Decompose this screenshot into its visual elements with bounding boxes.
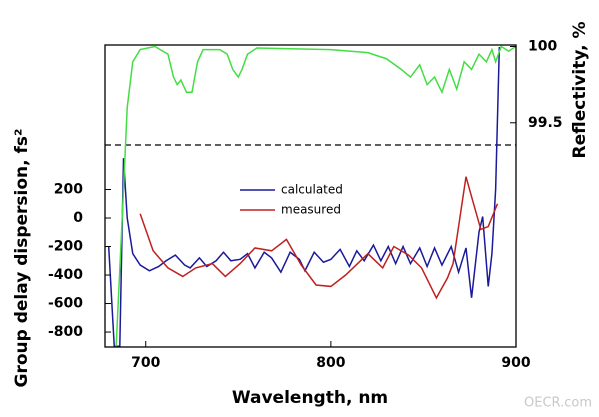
- data-line: [115, 45, 516, 347]
- x-axis-label: Wavelength, nm: [232, 388, 388, 408]
- y-tick-label: 0: [73, 210, 83, 226]
- watermark: OECR.com: [524, 396, 592, 411]
- legend-label: calculated: [281, 183, 343, 197]
- y2-axis-label: Reflectivity, %: [570, 22, 590, 159]
- y-tick-label: 200: [54, 182, 83, 198]
- y-tick-label: -800: [48, 324, 83, 340]
- x-tick-label: 800: [316, 355, 345, 371]
- data-line: [139, 176, 499, 300]
- frame: [104, 44, 517, 348]
- x-tick-label: 700: [131, 355, 160, 371]
- y2-tick-label: 99.5: [528, 115, 563, 131]
- data-line: [107, 46, 501, 347]
- y-axis-label: Group delay dispersion, fs²: [12, 129, 32, 388]
- x-tick-label: 900: [501, 355, 530, 371]
- y2-tick-label: 100: [528, 39, 557, 55]
- y-tick-label: -400: [48, 267, 83, 283]
- plot-lines: [107, 45, 516, 347]
- y-tick-label: -200: [48, 239, 83, 255]
- legend-label: measured: [281, 203, 341, 217]
- y-tick-label: -600: [48, 296, 83, 312]
